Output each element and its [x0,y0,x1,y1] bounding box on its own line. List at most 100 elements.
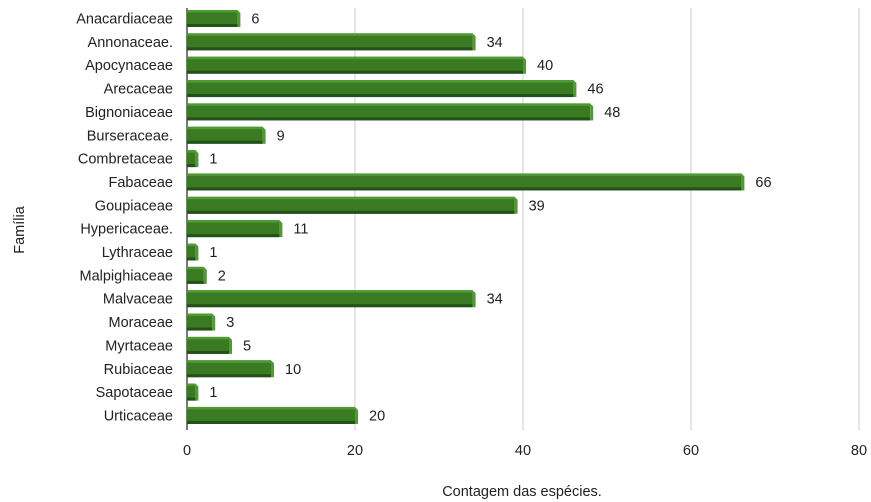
bar-side [212,313,216,331]
bar-shadow [187,397,196,401]
category-label: Sapotaceae [96,385,173,401]
bar-front [187,103,591,121]
bar [187,196,518,214]
bar-shadow [187,234,280,238]
bar [187,336,232,354]
value-label: 40 [537,58,553,74]
category-label: Annonaceae. [88,35,173,51]
bar-side [472,290,476,308]
gridlines [186,8,860,430]
bar-side [203,266,207,284]
bar [187,243,199,261]
category-label: Myrtaceae [105,338,173,354]
value-label: 5 [243,338,251,354]
category-label: Moraceae [109,315,173,331]
category-label: Goupiaceae [95,198,173,214]
bar-highlight [187,196,515,200]
bar-side [472,33,476,51]
bar-highlight [187,173,742,176]
bar-highlight [187,80,574,83]
category-label: Anacardiaceae [76,12,173,28]
category-label: Arecaceae [104,82,173,98]
bar-front [187,243,196,261]
bar-shadow [187,94,574,98]
bar-shadow [187,350,229,354]
bar-highlight [187,360,271,363]
bar-front [187,10,238,27]
x-tick-label: 80 [851,443,867,459]
y-axis-title: Família [12,205,28,253]
bar-front [187,220,280,238]
bar [187,220,283,238]
bar [187,10,241,27]
bar [187,33,476,51]
bar-side [590,103,594,121]
category-label: Rubiaceae [104,362,173,378]
bar-highlight [187,10,238,13]
value-label: 3 [226,315,234,331]
bar-shadow [187,140,263,144]
value-label: 9 [277,128,285,144]
bar [187,103,594,121]
bar-front [187,290,473,308]
bar-front [187,173,742,191]
bar-shadow [187,70,523,74]
bar-shadow [187,210,515,214]
bar [187,80,577,98]
bar-front [187,150,196,168]
value-label: 46 [587,82,603,98]
bar-highlight [187,243,196,246]
bar-side [279,220,283,238]
bar-side [195,383,199,401]
bar-shadow [187,280,204,284]
bar [187,383,199,401]
bar-side [573,80,577,98]
bar-highlight [187,266,204,270]
bar-front [187,383,196,401]
value-label: 6 [251,12,259,28]
bar-highlight [187,336,229,340]
value-label: 11 [293,222,308,238]
bar-side [741,173,745,191]
value-label: 20 [369,408,385,424]
bar-highlight [187,56,523,60]
value-label: 66 [755,175,771,191]
x-tick-labels: 0 20 40 60 80 [183,443,867,459]
value-label: 39 [529,198,545,214]
x-tick-label: 60 [683,443,699,459]
bar-highlight [187,313,213,317]
bar-highlight [187,383,196,387]
bar-front [187,406,355,424]
bar [187,126,266,144]
value-label: 34 [487,292,503,308]
bar-front [187,80,574,98]
bar-side [271,360,274,378]
bar [187,406,358,424]
bar-front [187,126,263,144]
category-label: Fabaceae [109,175,174,191]
bar-side [355,406,358,424]
bar-shadow [187,164,196,168]
bar-highlight [187,406,355,410]
x-tick-label: 0 [183,443,191,459]
bar-highlight [187,126,263,130]
value-label: 2 [218,268,226,284]
category-label: Lythraceae [102,245,173,261]
bar-highlight [187,150,196,153]
bar [187,290,476,308]
bar [187,173,745,191]
bar-shadow [187,420,355,424]
x-tick-label: 20 [347,443,363,459]
bar-side [195,150,199,168]
category-label: Malpighiaceae [79,268,173,284]
bar [187,313,216,331]
bar-shadow [187,117,591,121]
bar-side [229,336,232,354]
bar-shadow [187,327,213,331]
category-label: Urticaceae [104,408,173,424]
bar-highlight [187,103,591,106]
bars [187,10,745,424]
x-axis-title: Contagem das espécies. [442,484,602,500]
